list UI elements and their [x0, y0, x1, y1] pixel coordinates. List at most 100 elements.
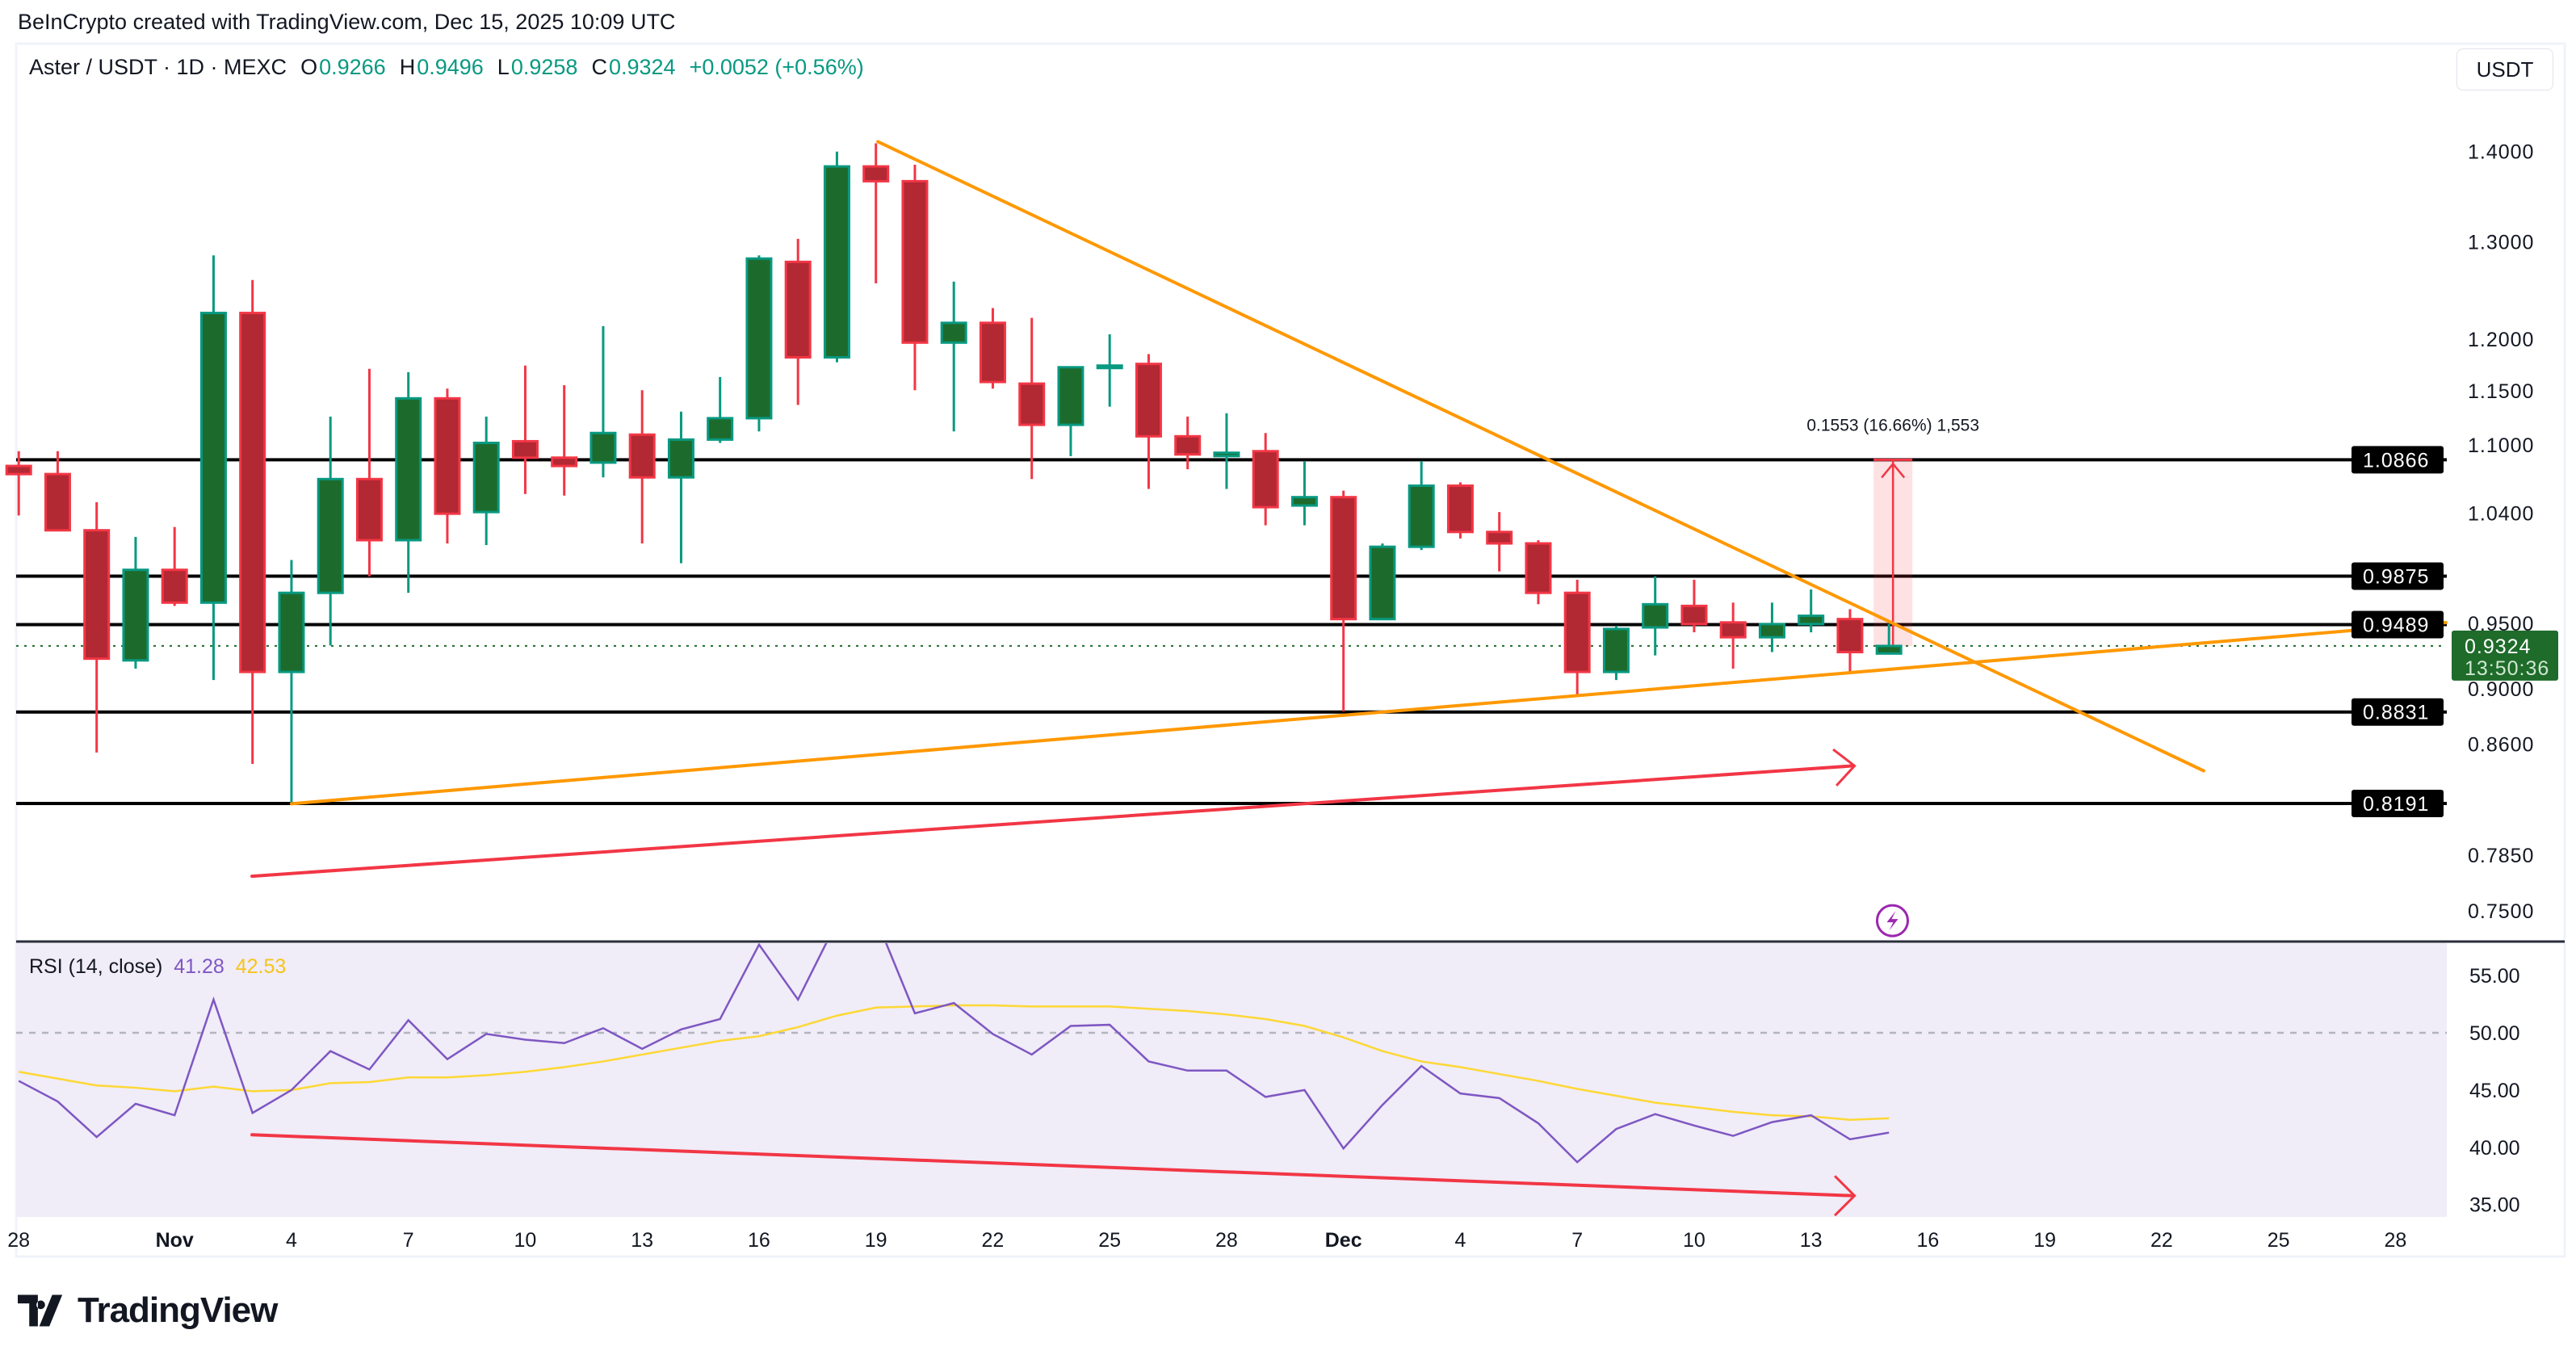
rsi-axis-label: 40.00	[2469, 1137, 2520, 1160]
candle-body	[44, 472, 71, 532]
level-tag-label: 0.9875	[2363, 565, 2429, 588]
time-axis-label: 19	[2033, 1229, 2056, 1252]
candle-body	[1602, 627, 1630, 673]
candle	[1408, 460, 1435, 551]
candle-body	[1680, 604, 1708, 626]
candle-body	[862, 165, 890, 182]
rsi-axis-label: 55.00	[2469, 965, 2520, 988]
candle-body	[1252, 450, 1279, 509]
attribution: BeInCrypto created with TradingView.com,…	[18, 10, 676, 34]
tradingview-logo-icon	[18, 1294, 63, 1327]
last-price-label: 0.9324	[2465, 636, 2531, 658]
candle	[901, 165, 929, 391]
low-value: 0.9258	[510, 55, 578, 79]
time-axis-label: 28	[1215, 1229, 1238, 1252]
candle-body	[1525, 542, 1552, 594]
price-axis-label: 0.7500	[2468, 900, 2534, 923]
change-value: +0.0052 (+0.56%)	[689, 55, 864, 79]
time-axis-label: 16	[748, 1229, 770, 1252]
candle	[317, 416, 344, 646]
candle	[161, 526, 188, 606]
candle	[940, 281, 967, 432]
candle	[44, 451, 71, 532]
candle-body	[707, 417, 734, 441]
candle-body	[1446, 484, 1474, 534]
candle	[355, 368, 383, 577]
candle	[1096, 334, 1123, 407]
candle	[1057, 366, 1085, 456]
time-axis-label: 4	[1454, 1229, 1466, 1252]
time-axis-label: 22	[2150, 1229, 2173, 1252]
symbol-name[interactable]: Aster / USDT · 1D · MEXC	[29, 55, 287, 79]
candle	[628, 390, 656, 543]
candle	[1369, 543, 1396, 621]
measure-arrowhead	[1881, 462, 1906, 479]
lightning-icon[interactable]	[1876, 904, 1910, 938]
currency-button[interactable]: USDT	[2456, 48, 2553, 90]
candle-body	[979, 321, 1006, 384]
candle	[472, 416, 500, 546]
candle-body	[940, 321, 967, 344]
candle-body	[628, 433, 656, 479]
candle	[1290, 460, 1318, 526]
candle	[1330, 490, 1357, 711]
rsi-value: 41.28	[174, 955, 224, 978]
candle-body	[1798, 615, 1825, 626]
candle	[589, 325, 617, 478]
time-axis-label: Dec	[1325, 1229, 1362, 1252]
candle	[1446, 482, 1474, 539]
candle-body	[355, 477, 383, 542]
level-tag-label: 1.0866	[2363, 449, 2429, 472]
candle-body	[122, 568, 149, 662]
candle-body	[239, 312, 266, 673]
close-value: 0.9324	[608, 55, 676, 79]
time-axis-label: 28	[7, 1229, 30, 1252]
logo-text: TradingView	[78, 1290, 278, 1330]
last-price-tag	[2452, 630, 2558, 681]
candle	[278, 560, 305, 804]
low-label: L	[497, 55, 510, 79]
rsi-legend[interactable]: RSI (14, close) 41.28 42.53	[29, 955, 286, 979]
time-axis-label: 10	[514, 1229, 537, 1252]
candle	[667, 411, 694, 564]
rsi-line	[18, 943, 1890, 1164]
candle-body	[667, 438, 694, 479]
candle-body	[1213, 451, 1240, 458]
level-tag-label: 0.8831	[2363, 702, 2429, 724]
rsi-axis-label: 45.00	[2469, 1080, 2520, 1102]
candle-body	[901, 179, 929, 344]
candle	[784, 238, 812, 405]
candle	[199, 255, 227, 681]
open-value: 0.9266	[319, 55, 386, 79]
candle-body	[1486, 531, 1513, 545]
level-tag-label: 0.8191	[2363, 793, 2429, 816]
time-axis-label: 16	[1917, 1229, 1940, 1252]
candle-body	[1369, 545, 1396, 621]
arrowhead	[1832, 748, 1856, 787]
time-axis-label: 28	[2385, 1229, 2407, 1252]
candle	[511, 365, 539, 494]
candle-body	[823, 165, 850, 359]
rsi-ma-line	[18, 1004, 1890, 1122]
candle-body	[317, 477, 344, 594]
candle-body	[161, 568, 188, 604]
candle-body	[551, 456, 578, 468]
close-label: C	[591, 55, 607, 79]
candle	[1836, 609, 1864, 673]
candle-body	[472, 441, 500, 514]
time-axis-label: 10	[1683, 1229, 1705, 1252]
candle-body	[1290, 496, 1318, 507]
candle	[1486, 512, 1513, 572]
candle-body	[278, 591, 305, 673]
tradingview-logo[interactable]: TradingView	[18, 1290, 278, 1331]
candle	[1135, 354, 1162, 489]
candle-body	[1096, 364, 1123, 370]
candle	[122, 536, 149, 669]
candle-body	[434, 396, 461, 515]
candle-body	[395, 396, 422, 542]
candle-body	[1875, 644, 1903, 655]
symbol-legend[interactable]: Aster / USDT · 1D · MEXC O0.9266 H0.9496…	[29, 55, 866, 80]
price-trend-arrow	[250, 764, 1855, 879]
candle-body	[1719, 621, 1747, 639]
